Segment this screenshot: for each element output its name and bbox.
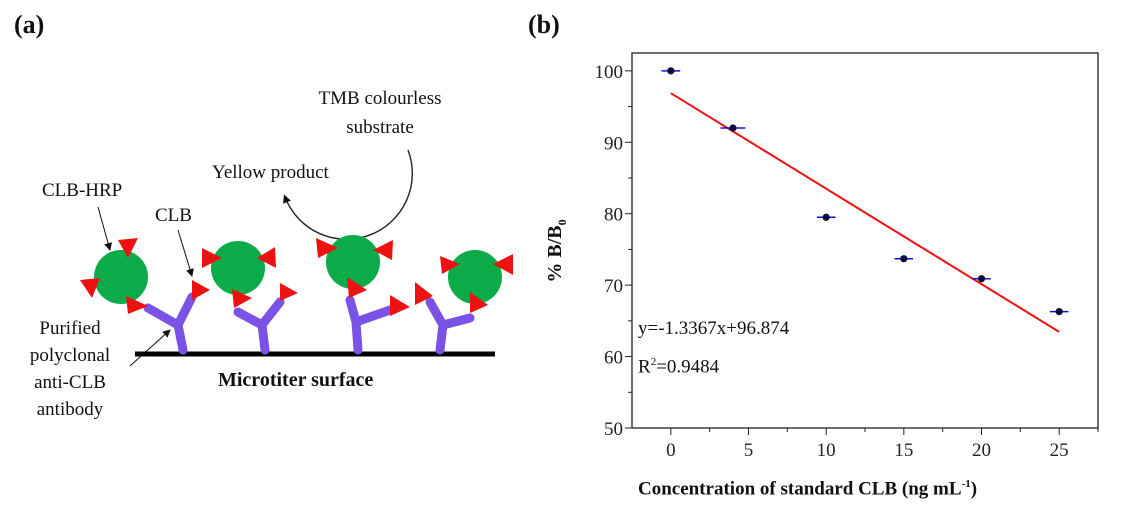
fit-line [670,92,1060,333]
panel-a-label: (a) [14,10,45,39]
data-point [1055,307,1063,316]
data-point [900,255,908,263]
x-tick-label: 5 [744,440,754,461]
clb-label: CLB [155,205,192,226]
antibody-4 [425,297,475,355]
reaction-arc-arrow [283,149,413,241]
x-tick-label: 10 [817,440,836,461]
y-tick-label: 70 [604,276,623,297]
y-tick-label: 80 [604,205,623,226]
x-label-end: ) [970,478,978,500]
data-point [667,67,675,75]
hrp-circle [94,250,148,304]
fit-equation: y=-1.3367x+96.874 [638,318,790,339]
y-tick-label: 60 [604,348,623,369]
x-label-sup: -1 [961,478,971,490]
y-tick-label: 100 [595,62,624,83]
clb-hrp-pointer [97,206,112,251]
tmb-substrate-label: TMB colourless substrate [300,84,460,142]
y-label-sub: 0 [555,219,569,226]
hrp-circle [326,235,380,289]
antibody-2 [233,297,285,355]
r2-value: =0.9484 [656,356,720,378]
antibodies [143,292,475,355]
antibody-label: Purified polyclonal anti-CLB antibody [10,315,130,423]
hrp-conjugates [94,235,502,304]
hrp-circle [211,241,265,295]
microtiter-surface-label: Microtiter surface [218,369,374,391]
clb-pointer [177,229,194,277]
antibody-pointer [129,329,171,367]
y-tick-label: 50 [604,419,623,440]
x-tick-label: 25 [1050,440,1069,461]
r-squared: R2=0.9484 [638,356,719,378]
elisa-diagram [80,149,513,367]
antibody-line: Purified [39,318,101,339]
x-label-text: Concentration of standard CLB (ng mL [638,478,962,500]
antibody-3 [345,295,395,355]
x-axis-label: Concentration of standard CLB (ng mL-1) [638,478,977,500]
antibody-line: polyclonal [29,345,111,366]
clb-hrp-label: CLB-HRP [42,180,123,201]
r2-label: R [638,356,651,378]
data-point [977,275,986,283]
panel-b-label: (b) [528,10,560,39]
data-point [822,213,830,221]
tmb-line-2: substrate [346,117,414,138]
clb-molecules [80,238,513,316]
y-tick-label: 90 [604,133,623,154]
yellow-product-label: Yellow product [212,162,329,183]
r2-sup: 2 [650,356,657,368]
antibody-1 [143,292,197,355]
antibody-line: anti-CLB [34,372,106,393]
x-tick-label: 0 [666,440,676,461]
tmb-line-1: TMB colourless [318,88,442,109]
antibody-line: antibody [36,399,104,420]
hrp-circle [448,250,502,304]
data-point [729,124,737,132]
y-axis-label: % B/B0 [544,196,570,306]
y-label-text: % B/B [544,225,566,283]
x-tick-label: 20 [972,440,991,461]
x-tick-label: 15 [894,440,913,461]
